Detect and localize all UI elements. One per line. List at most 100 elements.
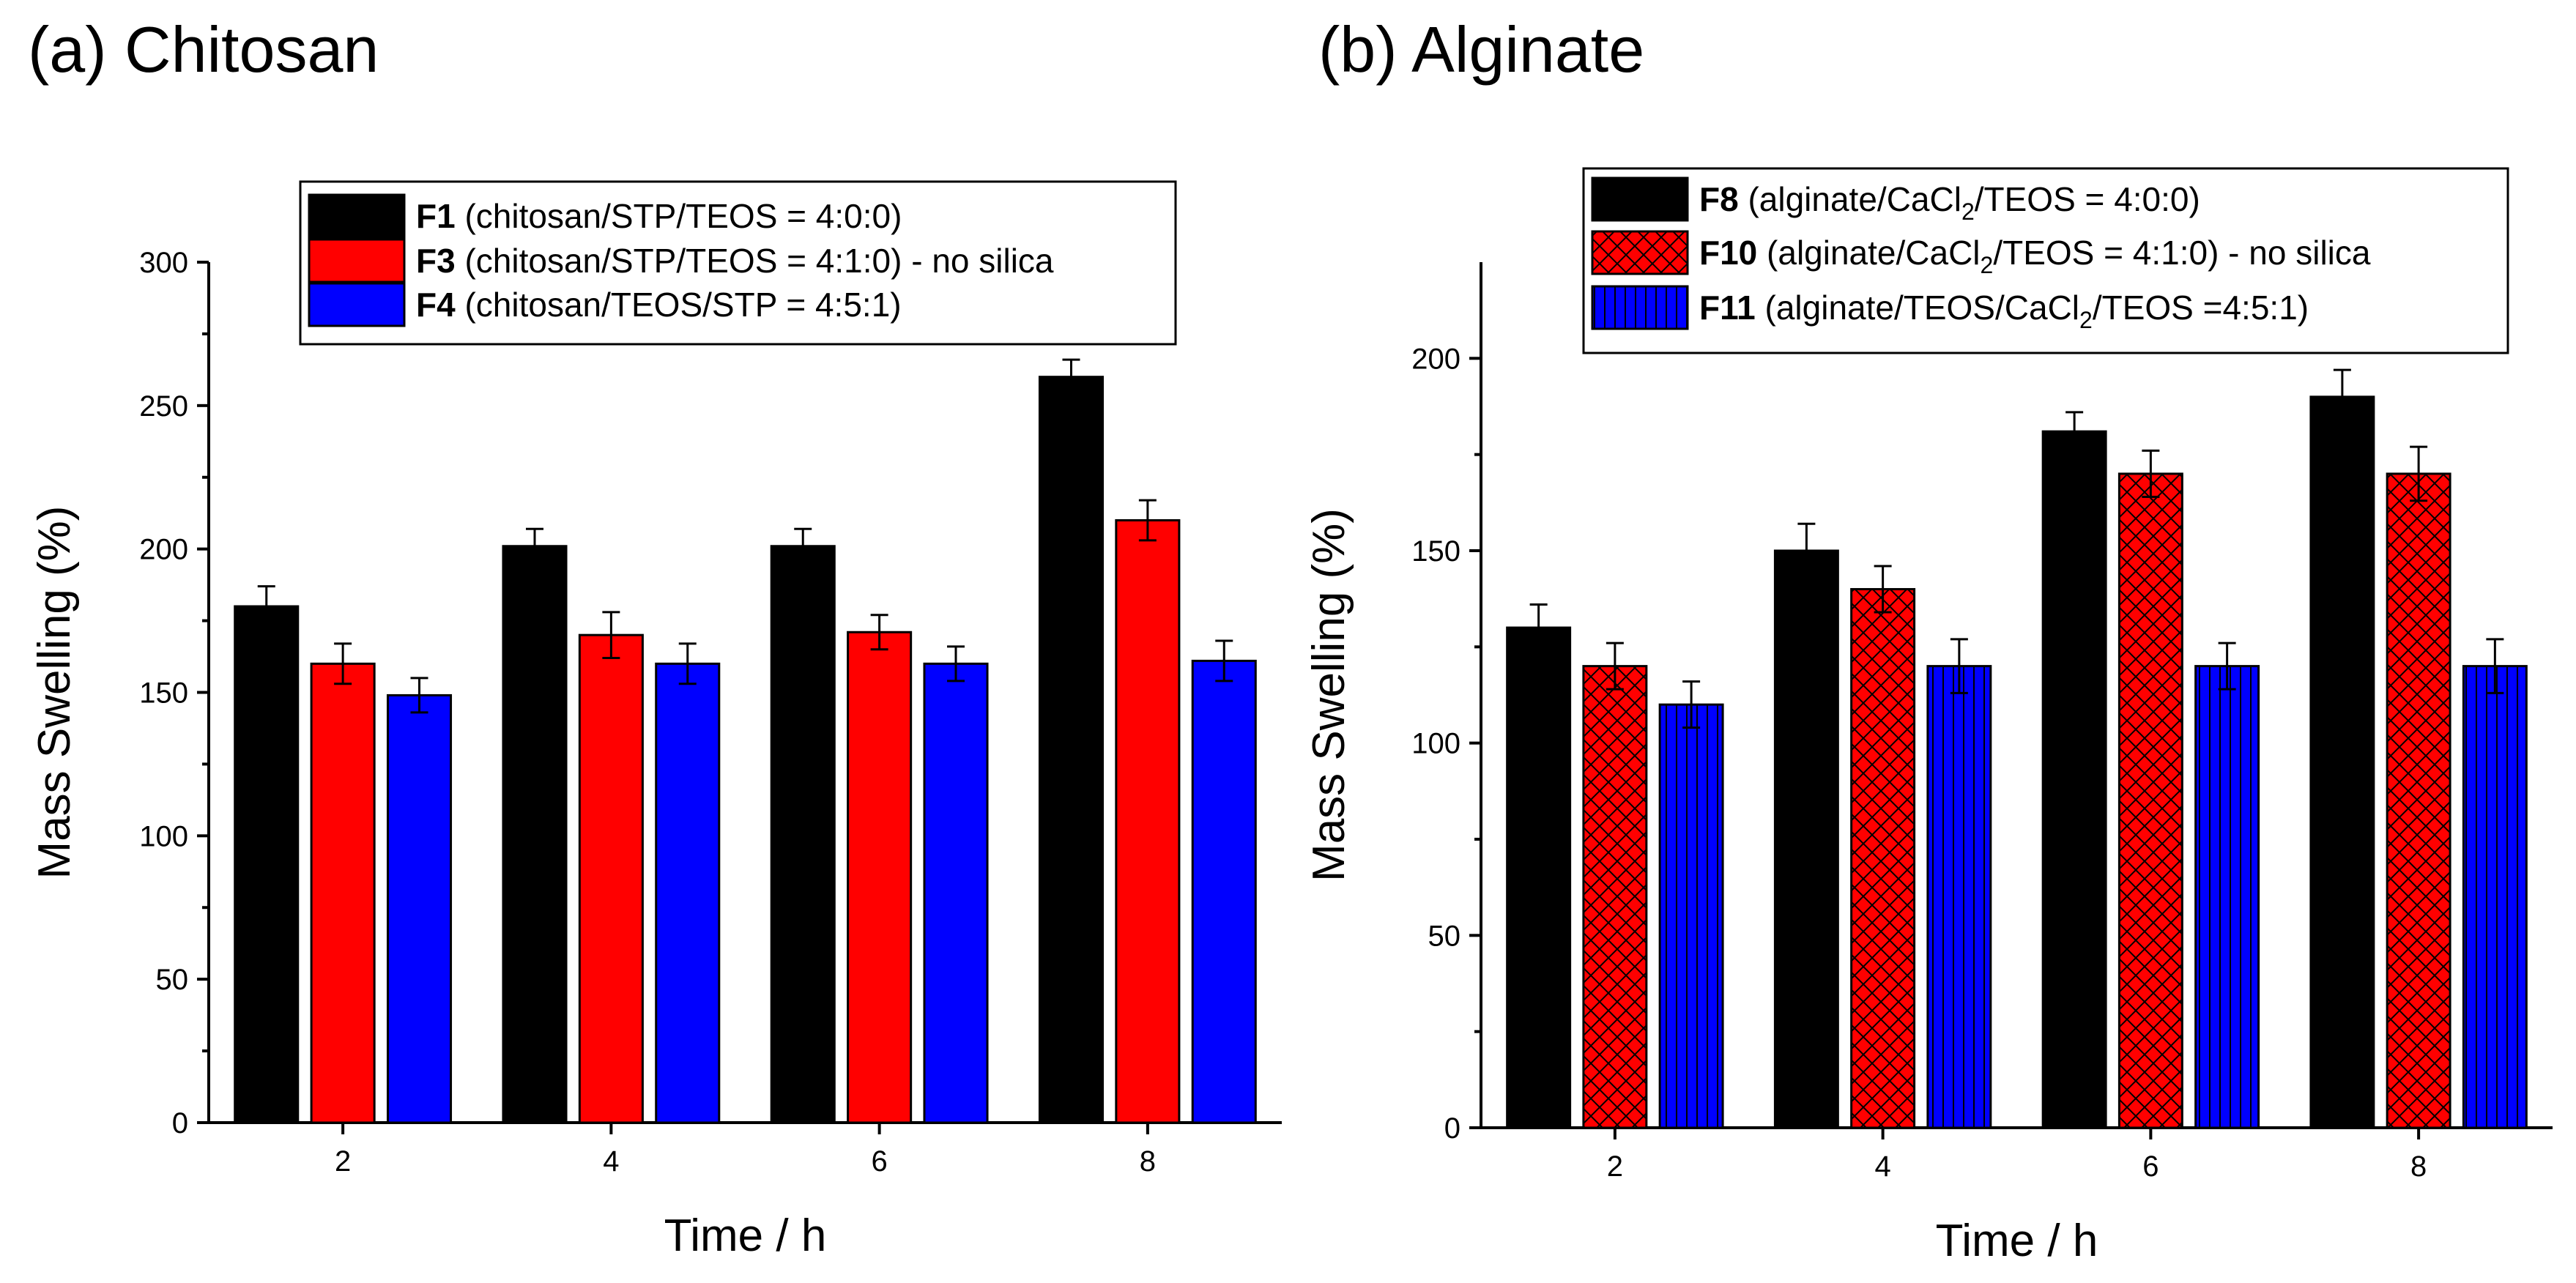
error-bar-f8-t6 xyxy=(2065,411,2084,452)
legend-swatch-f11 xyxy=(1591,285,1689,330)
legend-entry-f1: F1 (chitosan/STP/TEOS = 4:0:0) xyxy=(416,197,902,235)
x-tick-label: 4 xyxy=(603,1145,619,1178)
legend-entry-f3: F3 (chitosan/STP/TEOS = 4:1:0) - no sili… xyxy=(416,242,1054,280)
legend-series-desc: (alginate/TEOS/CaCl xyxy=(1756,289,2079,327)
y-axis-title: Mass Swelling (%) xyxy=(29,506,80,879)
legend-series-name: F11 xyxy=(1699,289,1756,327)
bar-f8-t4 xyxy=(1773,549,1839,1129)
error-bar-f11-t6 xyxy=(2218,642,2236,691)
bar-f4-t2 xyxy=(386,693,453,1124)
y-tick-label: 150 xyxy=(139,677,188,710)
error-bar-f4-t8 xyxy=(1215,639,1233,683)
legend-swatch-f3 xyxy=(308,238,406,283)
legend-series-desc-end: /TEOS = 4:0:0) xyxy=(1975,180,2200,218)
legend-entry-f8: F8 (alginate/CaCl2/TEOS = 4:0:0) xyxy=(1699,180,2200,225)
bar-f11-t6 xyxy=(2194,665,2260,1129)
bar-f1-t2 xyxy=(234,605,300,1124)
legend-series-desc: (alginate/CaCl xyxy=(1739,180,1961,218)
bar-f3-t8 xyxy=(1115,519,1181,1124)
y-tick-label: 0 xyxy=(1444,1112,1460,1145)
panel-label: (b) xyxy=(1318,13,1398,86)
panel-title-text: Chitosan xyxy=(107,13,379,86)
bar-f10-t2 xyxy=(1582,665,1648,1129)
x-tick-label: 8 xyxy=(2410,1150,2427,1183)
legend-swatch-f8 xyxy=(1591,176,1689,222)
bar-f11-t2 xyxy=(1658,703,1724,1129)
x-tick-label: 2 xyxy=(335,1145,351,1178)
y-axis-title: Mass Swelling (%) xyxy=(1304,508,1354,882)
legend-entry-f4: F4 (chitosan/TEOS/STP = 4:5:1) xyxy=(416,286,902,324)
x-tick-label: 4 xyxy=(1875,1150,1891,1183)
error-bar-f10-t2 xyxy=(1606,642,1624,691)
legend-series-name: F1 xyxy=(416,197,456,235)
legend-series-desc-end: /TEOS =4:5:1) xyxy=(2093,289,2309,327)
bar-f11-t4 xyxy=(1926,665,1992,1129)
panel-title: (a) Chitosan xyxy=(28,13,379,86)
bar-f8-t8 xyxy=(2309,395,2375,1129)
legend: F1 (chitosan/STP/TEOS = 4:0:0)F3 (chitos… xyxy=(299,180,1177,346)
error-bar-f10-t4 xyxy=(1874,565,1892,614)
y-tick-label: 50 xyxy=(156,964,189,996)
error-bar-f1-t8 xyxy=(1062,358,1080,395)
y-tick-label: 300 xyxy=(139,247,188,279)
bar-f8-t6 xyxy=(2041,430,2107,1129)
error-bar-f1-t6 xyxy=(794,527,812,565)
x-tick-label: 8 xyxy=(1140,1145,1156,1178)
legend-swatch-f1 xyxy=(308,193,406,239)
x-axis-title: Time / h xyxy=(1936,1216,2098,1266)
bar-f1-t6 xyxy=(770,545,836,1124)
bar-f3-t6 xyxy=(847,631,913,1124)
chart-panel-alginate: (b) Alginate 0 50 100 150 200 2 4 6 8 Time / h Mass… xyxy=(1304,13,2553,1266)
y-tick-label: 200 xyxy=(1411,343,1460,375)
legend-series-desc: (chitosan/STP/TEOS = 4:1:0) - no silica xyxy=(456,242,1054,280)
error-bar-f4-t2 xyxy=(410,677,428,714)
legend-series-desc: (chitosan/STP/TEOS = 4:0:0) xyxy=(456,197,902,235)
x-tick-label: 6 xyxy=(2142,1150,2159,1183)
bar-f1-t8 xyxy=(1038,376,1105,1124)
legend-entry-f10: F10 (alginate/CaCl2/TEOS = 4:1:0) - no s… xyxy=(1699,234,2371,278)
legend-swatch-f10 xyxy=(1591,230,1689,275)
legend-series-name: F10 xyxy=(1699,234,1757,272)
y-tick-label: 50 xyxy=(1428,920,1461,952)
bar-f3-t2 xyxy=(310,662,376,1124)
error-bar-f8-t8 xyxy=(2333,368,2351,425)
x-axis-title: Time / h xyxy=(664,1211,827,1261)
error-bar-f8-t2 xyxy=(1529,603,1548,652)
legend-frame xyxy=(299,180,1177,346)
legend-swatch-f4 xyxy=(308,282,406,327)
y-tick-label: 200 xyxy=(139,534,188,566)
error-bar-f8-t4 xyxy=(1797,522,1816,579)
legend-series-desc-end: /TEOS = 4:1:0) - no silica xyxy=(1993,234,2371,272)
error-bar-f10-t8 xyxy=(2410,445,2428,502)
bar-f4-t6 xyxy=(923,662,989,1124)
y-tick-label: 250 xyxy=(139,390,188,423)
x-tick-label: 2 xyxy=(1607,1150,1623,1183)
y-tick-label: 100 xyxy=(139,820,188,852)
legend: F8 (alginate/CaCl2/TEOS = 4:0:0)F10 (alg… xyxy=(1582,167,2509,354)
legend-series-name: F8 xyxy=(1699,180,1739,218)
error-bar-f3-t4 xyxy=(602,611,620,659)
bar-f10-t8 xyxy=(2386,472,2451,1129)
y-tick-label: 100 xyxy=(1411,728,1460,760)
bar-f10-t6 xyxy=(2117,472,2183,1129)
legend-series-name: F4 xyxy=(416,286,456,324)
y-tick-label: 150 xyxy=(1411,535,1460,568)
error-bar-f3-t6 xyxy=(870,614,888,651)
error-bar-f10-t6 xyxy=(2142,449,2160,498)
error-bar-f3-t8 xyxy=(1138,499,1157,542)
error-bar-f3-t2 xyxy=(334,642,352,685)
bar-f11-t8 xyxy=(2462,665,2528,1129)
error-bar-f11-t8 xyxy=(2486,638,2504,694)
chart-panel-chitosan: (a) Chitosan 0 50 100 150 200 250 300 2 4 6 8 Time /… xyxy=(28,13,1282,1261)
panel-title: (b) Alginate xyxy=(1318,13,1644,86)
panel-label: (a) xyxy=(28,13,107,86)
legend-series-name: F3 xyxy=(416,242,456,280)
bar-f3-t4 xyxy=(578,633,644,1124)
panel-title-text: Alginate xyxy=(1398,13,1645,86)
y-tick-label: 0 xyxy=(172,1107,188,1139)
legend-subscript: 2 xyxy=(2079,307,2093,333)
bar-f1-t4 xyxy=(502,545,568,1124)
bar-f4-t4 xyxy=(655,662,721,1124)
